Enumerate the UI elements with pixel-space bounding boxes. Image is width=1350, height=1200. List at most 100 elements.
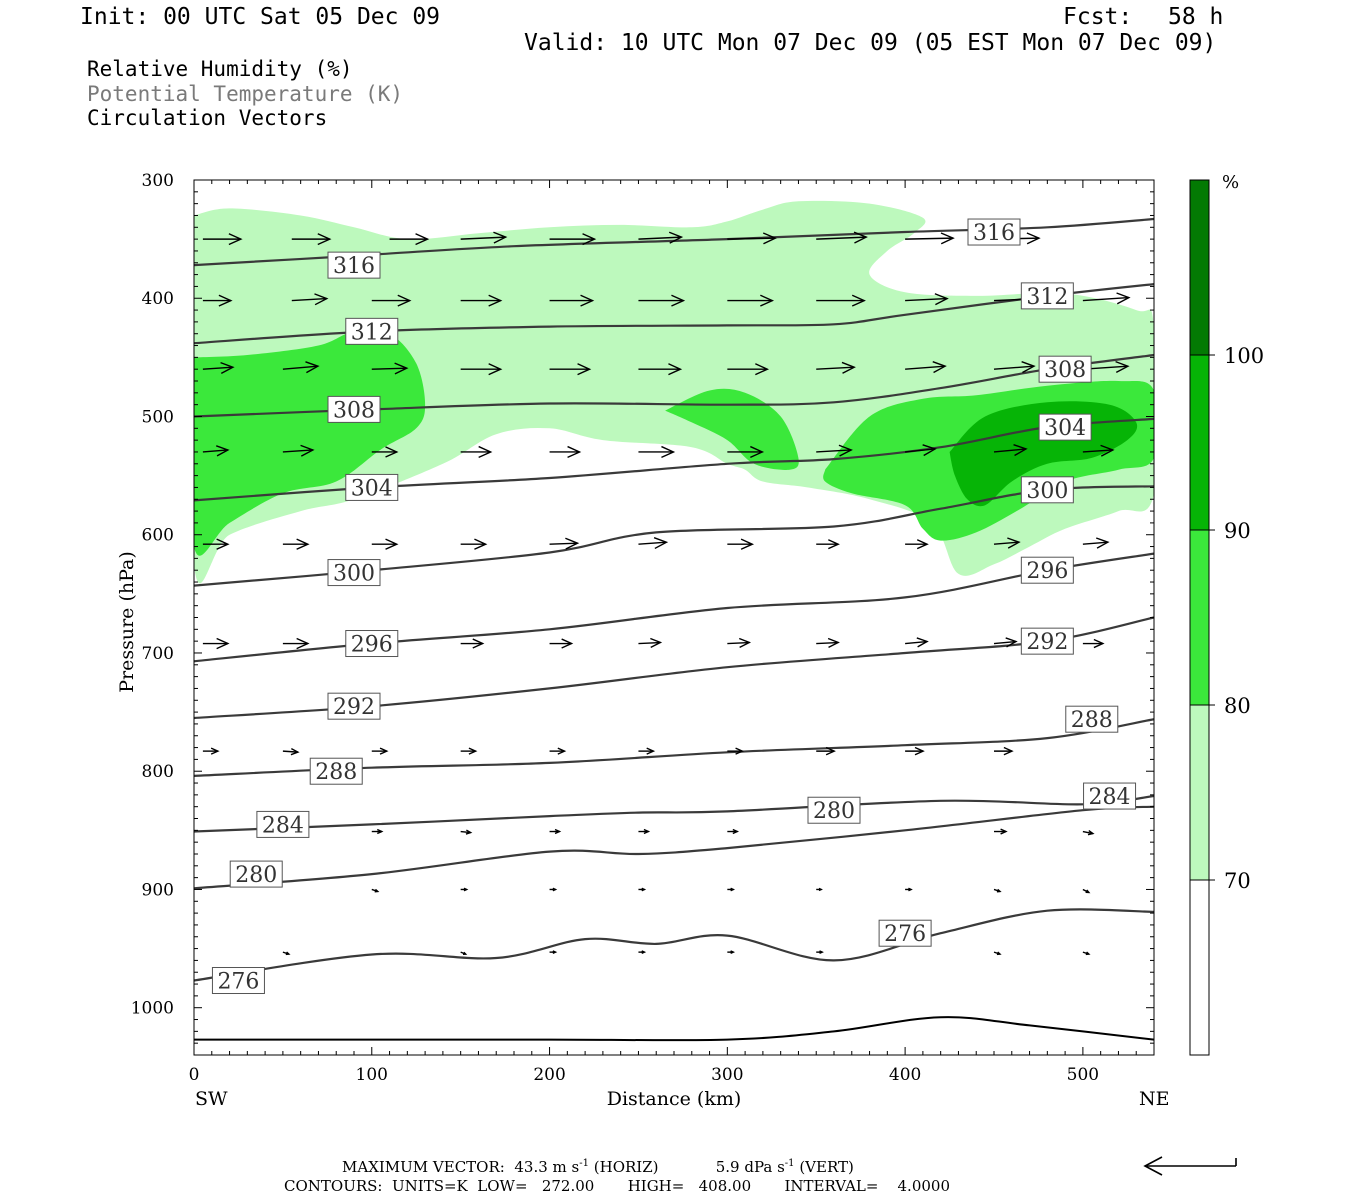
circulation-vector — [202, 538, 230, 550]
colorbar-segment — [1189, 879, 1210, 1056]
circulation-vector — [638, 294, 686, 307]
vector-head — [641, 887, 647, 892]
vector-shaft — [1082, 449, 1113, 453]
vector-head — [1115, 360, 1130, 373]
vector-shaft — [816, 236, 867, 240]
circulation-vector — [282, 538, 310, 550]
circulation-vector — [460, 747, 478, 755]
contour-label-text: 280 — [235, 863, 277, 888]
contour-label-text: 276 — [884, 922, 926, 947]
contour-label-box — [1038, 413, 1092, 441]
vector-shaft — [1082, 296, 1129, 302]
contour-label-text: 316 — [973, 221, 1015, 246]
contour-label-text: 312 — [351, 320, 393, 345]
vector-head — [300, 444, 315, 457]
vector-head — [285, 951, 291, 956]
theta-contour-280 — [194, 805, 1154, 890]
vector-shaft — [638, 641, 661, 645]
circulation-vector — [905, 637, 929, 648]
vector-head — [735, 747, 745, 755]
vector-head — [552, 887, 558, 892]
y-tick-label: 400 — [142, 289, 174, 309]
circulation-vector — [905, 444, 937, 457]
vector-head — [828, 539, 840, 550]
vector-shaft — [993, 448, 1027, 453]
vector-head — [557, 747, 567, 755]
contour-label-text: 296 — [351, 633, 393, 658]
contour-label-text: 316 — [333, 254, 375, 279]
vector-shaft — [282, 449, 313, 453]
vector-shaft — [371, 367, 407, 370]
circulation-vector — [1082, 951, 1091, 956]
theta-contour-288 — [194, 718, 1154, 777]
circulation-vector — [638, 887, 647, 892]
circulation-vector — [202, 294, 233, 307]
circulation-vector — [371, 888, 380, 893]
vector-shaft — [905, 297, 948, 302]
contour-label-304-1: 304 — [1038, 413, 1092, 441]
vector-shaft — [905, 365, 946, 370]
vector-head — [668, 363, 683, 376]
contour-label-text: 300 — [333, 562, 375, 587]
circulation-vector — [816, 539, 840, 550]
contour-label-box — [1065, 705, 1119, 733]
vector-shaft — [282, 365, 318, 370]
vector-head — [1021, 361, 1036, 374]
vector-shaft — [816, 449, 852, 453]
circulation-vector — [727, 232, 778, 245]
vector-head — [827, 637, 840, 649]
vector-head — [385, 446, 399, 458]
y-tick-label: 300 — [142, 171, 174, 191]
contour-label-284-0: 284 — [256, 810, 310, 838]
forecast-label: Fcst: — [1063, 4, 1133, 30]
circulation-vector — [993, 444, 1028, 457]
legend-circulation-vectors: Circulation Vectors — [87, 106, 328, 130]
contour-label-box — [967, 218, 1021, 246]
circulation-vector — [1082, 830, 1095, 836]
vector-shaft — [727, 237, 776, 240]
vector-head — [385, 538, 399, 550]
x-tick-label: 300 — [711, 1065, 743, 1085]
y-axis-label: Pressure (hPa) — [116, 551, 138, 693]
circulation-vector — [727, 950, 736, 954]
contour-label-text: 280 — [813, 799, 855, 824]
circulation-vector — [905, 232, 955, 245]
colorbar: 100 90 80 70 — [1189, 179, 1264, 1056]
contour-label-box — [345, 473, 399, 501]
contour-label-text: 284 — [1089, 785, 1131, 810]
vector-shaft — [727, 641, 750, 645]
vector-shaft — [816, 366, 855, 370]
circulation-vector — [638, 950, 647, 954]
circulation-vector — [371, 538, 399, 550]
contour-label-box — [1020, 627, 1074, 655]
circulation-vector — [282, 637, 310, 650]
circulation-vector — [638, 537, 669, 550]
contour-label-box — [229, 860, 283, 888]
circulation-vector — [549, 887, 558, 892]
vector-head — [643, 828, 651, 835]
circulation-vector — [460, 538, 488, 550]
vector-head — [468, 747, 478, 755]
rh-region-80-90-1 — [194, 329, 426, 556]
vector-head — [996, 888, 1002, 893]
vector-head — [825, 746, 836, 756]
vector-shaft — [1082, 541, 1108, 545]
vector-head — [1085, 951, 1091, 956]
contour-labels: 316 316 312 312 308 308 304 304 300 300 296 296 292 2… — [211, 218, 1137, 995]
contour-label-text: 308 — [333, 398, 375, 423]
colorbar-unit: % — [1222, 172, 1239, 193]
vertical-max-value: 5.9 dPa s — [715, 1158, 785, 1176]
circulation-vector — [816, 294, 866, 307]
vector-head — [653, 537, 669, 550]
vector-head — [582, 233, 597, 246]
contour-label-box — [1020, 282, 1074, 310]
contour-label-box — [256, 810, 310, 838]
vector-head — [474, 538, 488, 550]
circulation-vector — [905, 293, 949, 306]
circulation-vector — [816, 746, 836, 756]
vector-head — [1003, 746, 1014, 756]
contour-label-304-0: 304 — [345, 473, 399, 501]
contour-label-box — [345, 630, 399, 658]
colorbar-segment — [1189, 179, 1210, 356]
vector-head — [465, 829, 473, 835]
